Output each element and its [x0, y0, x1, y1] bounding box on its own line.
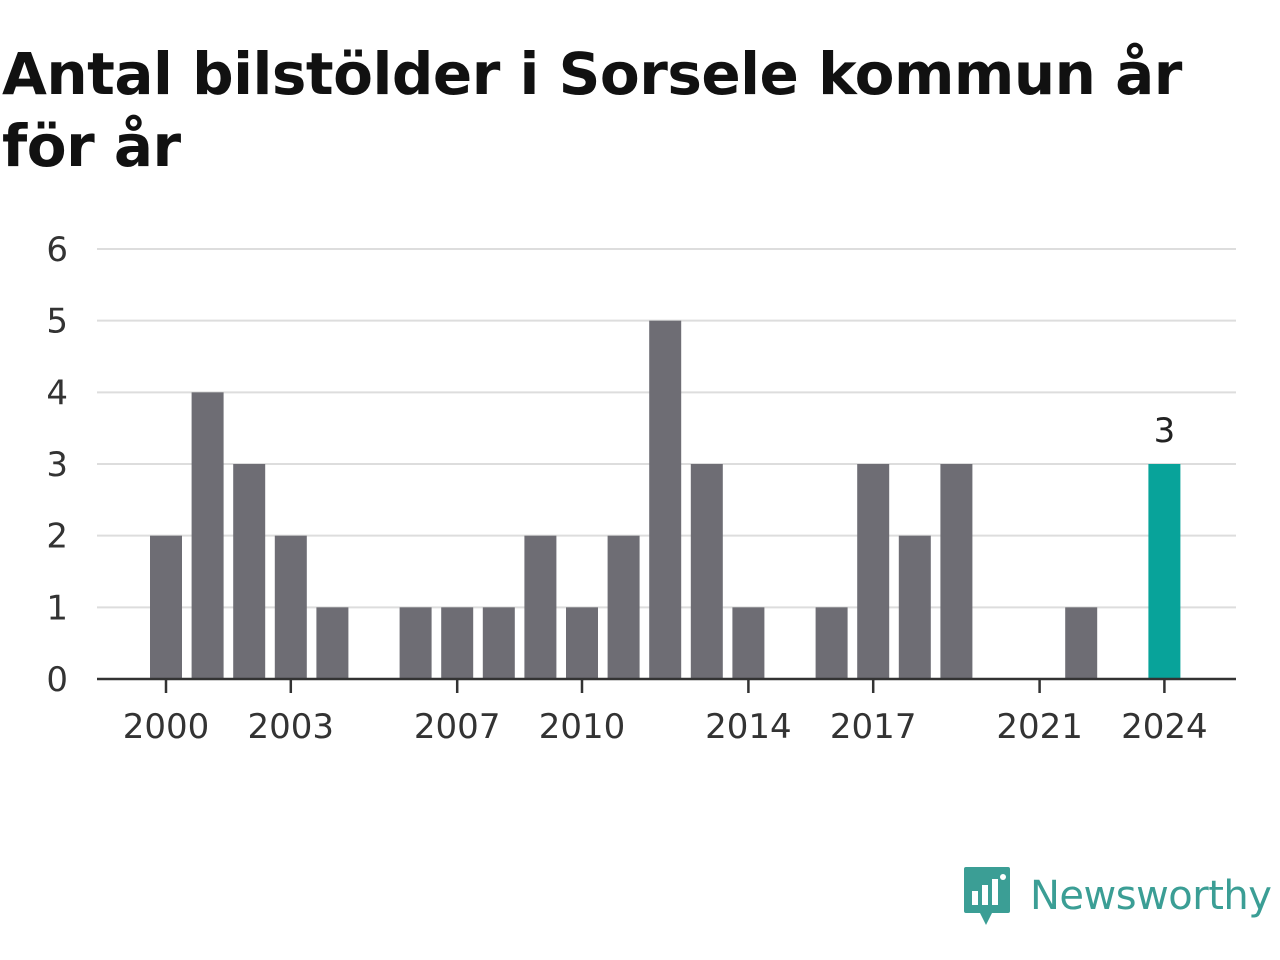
x-tick-label-2010: 2010: [539, 707, 626, 747]
y-tick-label-4: 4: [46, 373, 68, 413]
y-tick-label-0: 0: [46, 660, 68, 700]
bar-2011: [607, 535, 640, 679]
x-tick-label-2014: 2014: [705, 707, 792, 747]
bar-2000: [150, 535, 182, 679]
bars: [150, 320, 1181, 679]
data-label-2024: 3: [1154, 411, 1176, 451]
bar-2022: [1065, 607, 1098, 679]
y-tick-label-1: 1: [46, 588, 68, 628]
brand-logo: Newsworthy: [962, 864, 1272, 928]
x-axis-ticks: 2000 2003 2007 2010 2014 2017 2021 2024: [123, 679, 1208, 747]
brand-name: Newsworthy: [1030, 873, 1272, 919]
y-tick-label-2: 2: [46, 517, 68, 557]
bar-2006: [399, 607, 432, 679]
x-tick-label-2021: 2021: [996, 707, 1083, 747]
x-tick-label-2000: 2000: [123, 707, 210, 747]
bar-2004: [316, 607, 349, 679]
chart-title: Antal bilstölder i Sorsele kommun år för…: [2, 40, 1182, 180]
bar-2003: [274, 535, 307, 679]
chart-speech-bubble-icon: [964, 867, 1010, 925]
bar-2013: [690, 464, 723, 679]
x-tick-label-2024: 2024: [1121, 707, 1208, 747]
x-tick-label-2017: 2017: [830, 707, 917, 747]
bar-2007: [441, 607, 474, 679]
y-tick-label-3: 3: [46, 445, 68, 485]
bar-2017: [857, 464, 890, 679]
y-axis-ticks: 0 1 2 3 4 5 6: [46, 230, 68, 700]
bar-2016: [815, 607, 848, 679]
bar-2018: [898, 535, 931, 679]
bar-2014: [732, 607, 765, 679]
data-labels: 3: [1154, 411, 1176, 451]
x-tick-label-2003: 2003: [248, 707, 335, 747]
y-tick-label-5: 5: [46, 302, 68, 342]
y-tick-label-6: 6: [46, 230, 68, 270]
bar-2012: [649, 320, 682, 679]
x-tick-label-2007: 2007: [414, 707, 501, 747]
bar-2001: [191, 392, 224, 679]
bar-2009: [524, 535, 557, 679]
bar-2010: [566, 607, 598, 679]
bar-2024: [1148, 464, 1181, 679]
bar-2019: [940, 464, 973, 679]
bar-2008: [482, 607, 515, 679]
bar-2002: [233, 464, 266, 679]
